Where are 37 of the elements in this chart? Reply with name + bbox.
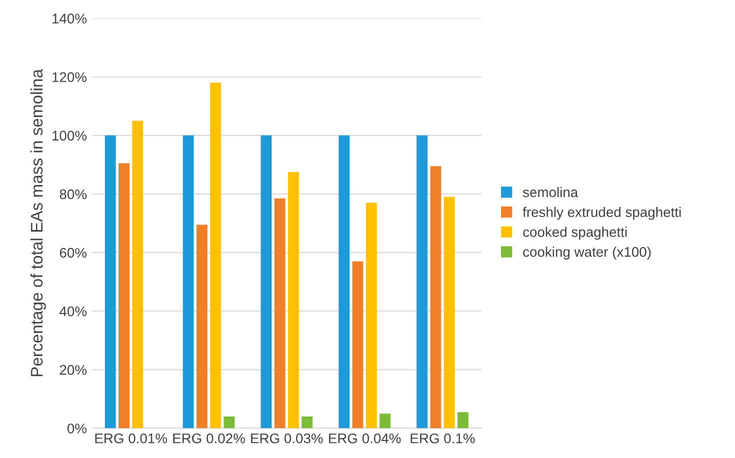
y-tick-label: 20% (60, 365, 87, 375)
bar (132, 120, 144, 428)
bar (457, 412, 468, 428)
legend-label: cooked spaghetti (523, 226, 627, 240)
bar (338, 135, 350, 428)
x-tick-label: ERG 0.03% (251, 433, 323, 444)
x-tick-label: ERG 0.02% (173, 433, 245, 444)
bar (196, 224, 208, 428)
y-axis-title: Percentage of total EAs mass in semolina (30, 69, 46, 376)
bar (210, 82, 222, 428)
bar (416, 135, 428, 428)
legend-label: cooking water (x100) (523, 246, 651, 260)
x-tick-label: ERG 0.1% (410, 433, 475, 444)
y-tick-label: 120% (52, 72, 87, 82)
bar (288, 172, 299, 428)
x-tick-label: ERG 0.04% (329, 433, 401, 444)
bar (444, 196, 455, 428)
y-tick-label: 40% (60, 306, 87, 316)
y-tick-label: 60% (60, 248, 87, 258)
legend-label: freshly extruded spaghetti (522, 206, 681, 220)
legend-label: semolina (522, 186, 578, 198)
bar (260, 135, 272, 428)
y-tick-label: 0% (67, 424, 87, 434)
bar (380, 414, 390, 428)
bar (352, 261, 364, 428)
y-tick-label: 140% (52, 14, 87, 24)
bar (366, 202, 377, 428)
bar (104, 135, 116, 428)
bar (182, 135, 194, 428)
bar (430, 166, 442, 428)
bar (274, 198, 286, 428)
y-tick-label: 100% (52, 130, 87, 141)
x-tick-label: ERG 0.01% (95, 433, 168, 444)
bar (224, 416, 235, 428)
y-tick-label: 80% (60, 189, 87, 200)
bar (302, 416, 313, 428)
bar (118, 163, 130, 428)
